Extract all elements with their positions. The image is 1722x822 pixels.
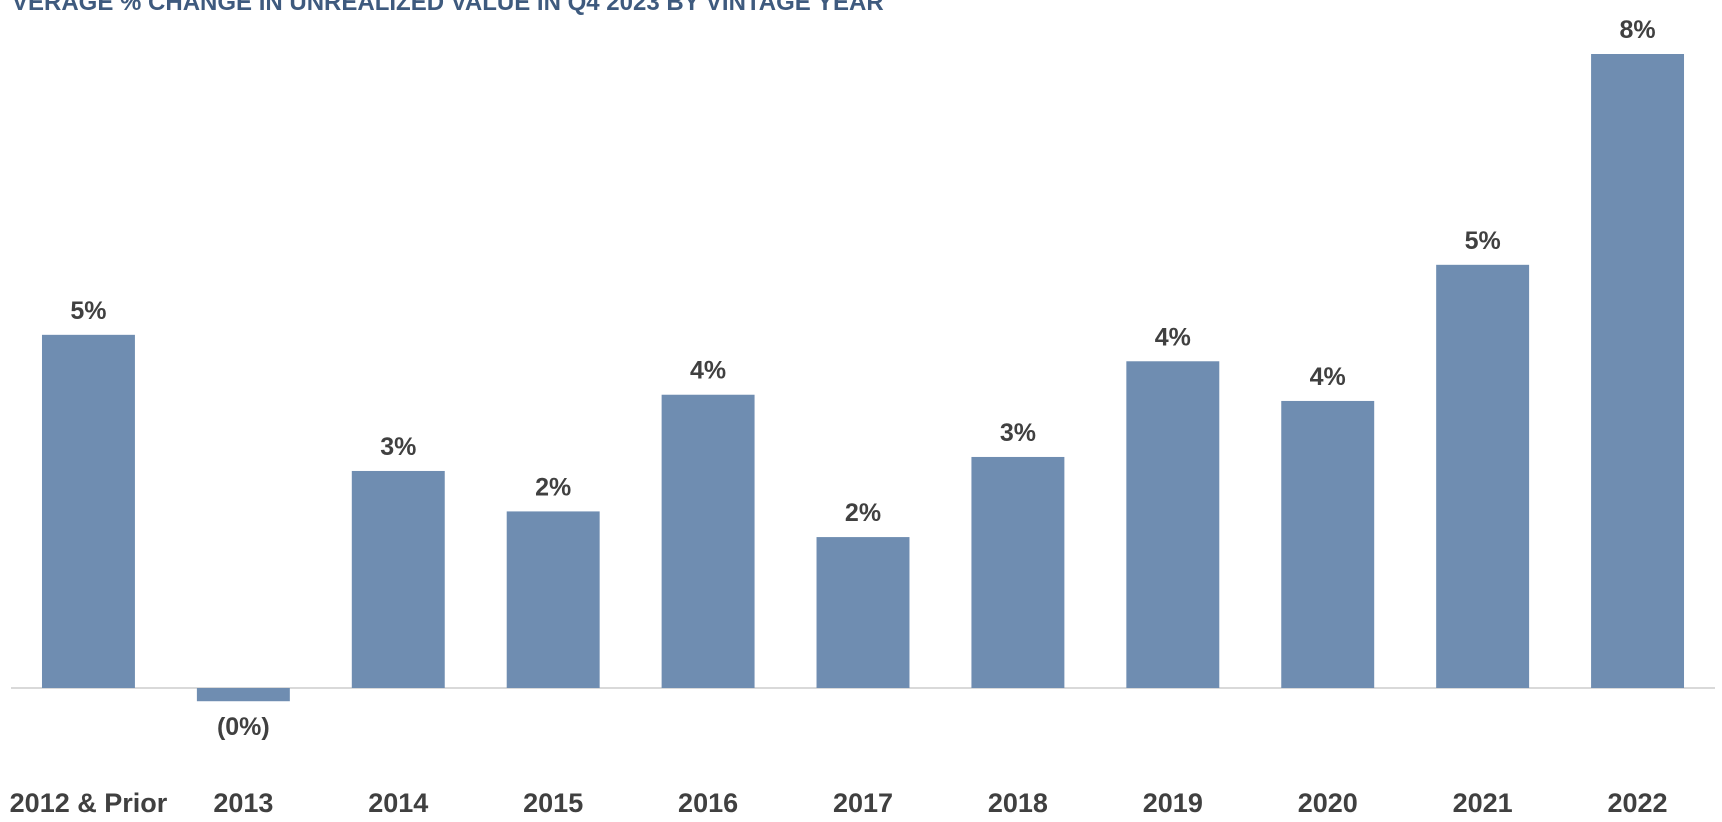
x-tick-label: 2021 — [1453, 788, 1513, 818]
chart-title: VERAGE % CHANGE IN UNREALIZED VALUE IN Q… — [12, 0, 884, 16]
bar — [1281, 400, 1375, 688]
bar — [816, 537, 910, 688]
x-tick-label: 2019 — [1143, 788, 1203, 818]
bar — [506, 511, 600, 688]
x-tick-label: 2015 — [523, 788, 583, 818]
data-label: 5% — [70, 297, 106, 325]
data-label: 2% — [535, 473, 571, 501]
x-tick-label: 2013 — [213, 788, 273, 818]
x-tick-label: 2012 & Prior — [10, 788, 168, 818]
data-label: 4% — [1155, 323, 1191, 351]
data-label: (0%) — [217, 713, 270, 741]
data-label: 5% — [1465, 227, 1501, 255]
bar — [661, 394, 755, 688]
bar — [351, 470, 445, 688]
bar — [196, 688, 290, 702]
data-label: 3% — [380, 433, 416, 461]
x-tick-label: 2016 — [678, 788, 738, 818]
x-tick-label: 2018 — [988, 788, 1048, 818]
x-tick-label: 2022 — [1608, 788, 1668, 818]
x-tick-label: 2020 — [1298, 788, 1358, 818]
data-label: 3% — [1000, 419, 1036, 447]
bar — [1591, 54, 1685, 688]
x-tick-label: 2014 — [368, 788, 428, 818]
bar — [1126, 361, 1220, 688]
data-label: 4% — [690, 357, 726, 385]
data-label: 2% — [845, 499, 881, 527]
bar — [1436, 264, 1530, 688]
bar — [971, 456, 1065, 688]
x-tick-label: 2017 — [833, 788, 893, 818]
data-label: 8% — [1619, 16, 1655, 44]
data-label: 4% — [1310, 363, 1346, 391]
bar — [41, 334, 135, 688]
